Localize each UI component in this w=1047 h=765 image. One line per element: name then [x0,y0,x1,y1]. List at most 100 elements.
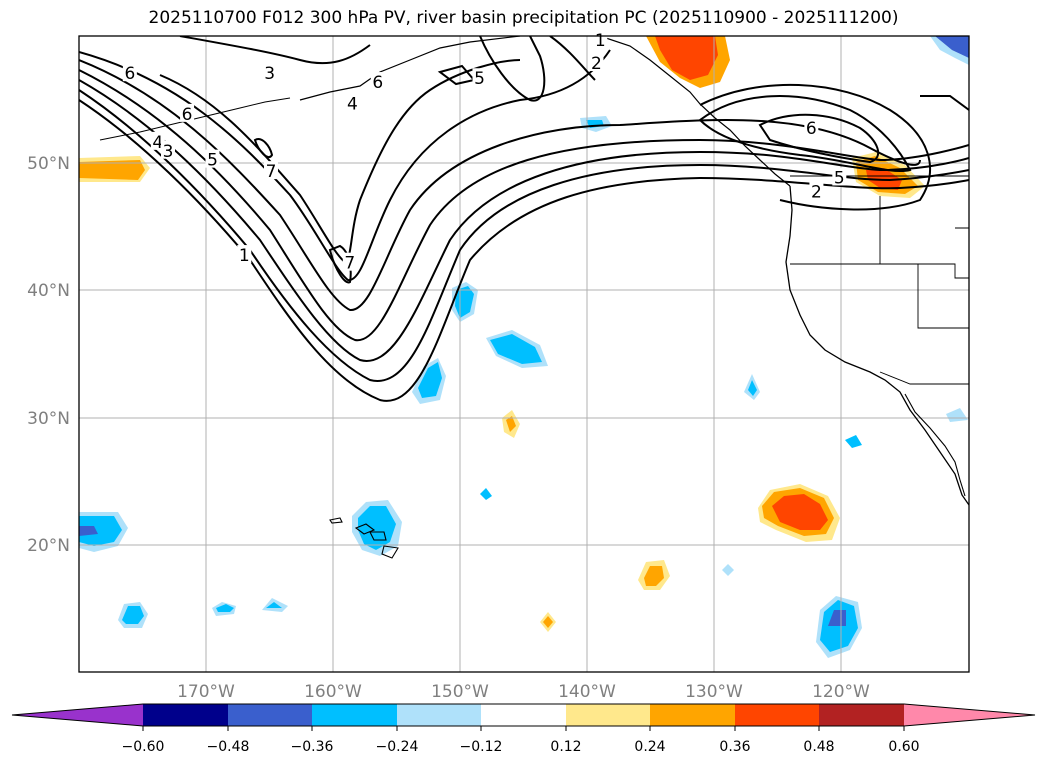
contour-label-background [263,161,278,180]
colorbar-label: 0.24 [634,739,665,755]
precip-negative-core [216,604,234,612]
contour-label-background [161,140,175,159]
contour-label: 1 [595,31,606,51]
y-tick-label: 40°N [27,281,70,301]
colorbar-label: −0.24 [376,739,419,755]
borders [790,175,969,385]
y-tick-label: 30°N [27,409,70,429]
contour-label: 2 [591,54,602,74]
colorbar-segment [143,704,228,726]
contour-label-background [205,149,220,168]
contour-label: 1 [239,246,250,266]
precip-negative-region [722,564,734,576]
colorbar-label: −0.48 [207,739,250,755]
contour-label-background [345,93,360,112]
precip-positive-core [79,160,145,180]
coastline-north-america [785,185,969,506]
precip-negative-region [845,435,862,448]
contour-label: 4 [347,95,358,115]
x-tick-label: 120°W [812,682,870,702]
colorbar-segment [566,704,650,726]
precip-negative-core [935,36,969,58]
pv-contour-2-ridge [549,36,596,81]
colorbar-label: −0.60 [122,739,165,755]
contour-label-background [122,63,137,82]
border-state [790,263,969,279]
colorbar-label: −0.12 [460,739,503,755]
contour-label-background [832,167,847,186]
pv-contour-5-east [699,83,931,211]
contour-label: 5 [474,69,485,89]
coastline-hawaii [329,517,399,559]
precip-negative-core [122,606,144,624]
x-tick-label: 140°W [558,682,616,702]
precip-negative-core [266,602,282,608]
colorbar-segment [397,704,481,726]
x-axis-labels: 170°W 160°W 150°W 140°W 130°W 120°W [177,682,870,702]
contour-label: 3 [163,142,174,162]
colorbar-segment [228,704,312,726]
contour-label-background [370,72,385,91]
colorbar-label: −0.36 [291,739,334,755]
contour-label: 6 [182,105,193,125]
precip-positive-core [644,566,664,586]
pv-contour-3-north [179,36,371,65]
pv-contour-3 [79,79,969,362]
precip-negative-core [358,506,396,550]
chart-title: 2025110700 F012 300 hPa PV, river basin … [148,8,899,28]
precip-negative-core [418,362,442,398]
contour-label: 3 [264,64,275,84]
colorbar-segment [481,704,566,726]
precip-negative-core [490,334,542,364]
precip-negative-core [748,380,757,396]
contour-label-background [593,30,608,49]
map-frame [78,35,970,673]
contour-label: 4 [152,133,163,153]
border-state [917,264,969,329]
coastlines [99,36,969,559]
contour-label-background [804,117,819,136]
colorbar-segment [735,704,819,726]
y-axis-labels: 50°N 40°N 30°N 20°N [27,154,70,556]
precip-positive-core [543,616,553,628]
contour-label-background [180,103,195,122]
contour-label: 5 [207,151,218,171]
precip-positive-core [772,494,828,530]
contour-label-background [262,63,277,82]
pv-contour-max [253,138,274,159]
colorbar-label: 0.12 [550,739,581,755]
precip-negative-core [79,516,122,546]
coastline-baja [904,393,966,497]
contour-label-background [809,181,824,200]
pv-contour-6 [79,49,611,281]
colorbar-extend-high [904,704,1035,726]
border-us-mexico [879,371,969,385]
pv-contour-4 [79,69,969,342]
contour-label: 7 [266,162,277,182]
border-state [955,227,969,278]
x-tick-label: 160°W [304,682,362,702]
precip-positive-core [506,416,516,432]
contour-label-background [589,52,604,71]
colorbar: −0.60 −0.48 −0.36 −0.24 −0.12 0.12 0.24 … [11,703,1036,755]
contour-label-background [472,68,487,87]
pv-contour-6-east [698,95,912,172]
coastline-alaska [299,36,791,187]
contour-label: 2 [811,182,822,202]
colorbar-segment [650,704,735,726]
contour-label: 6 [372,73,383,93]
pv-contour-max [328,244,352,284]
colorbar-label: 0.48 [803,739,834,755]
contour-label-background [237,245,252,264]
colorbar-label: 0.36 [719,739,750,755]
y-tick-label: 50°N [27,154,70,174]
contour-label: 6 [806,119,817,139]
colorbar-ticks [142,726,905,731]
colorbar-extend-low [12,704,143,726]
pv-contour-7-east [758,113,880,164]
colorbar-label: 0.60 [888,739,919,755]
x-tick-label: 170°W [177,682,235,702]
precip-positive-core [655,36,718,80]
colorbar-segment [819,704,904,726]
